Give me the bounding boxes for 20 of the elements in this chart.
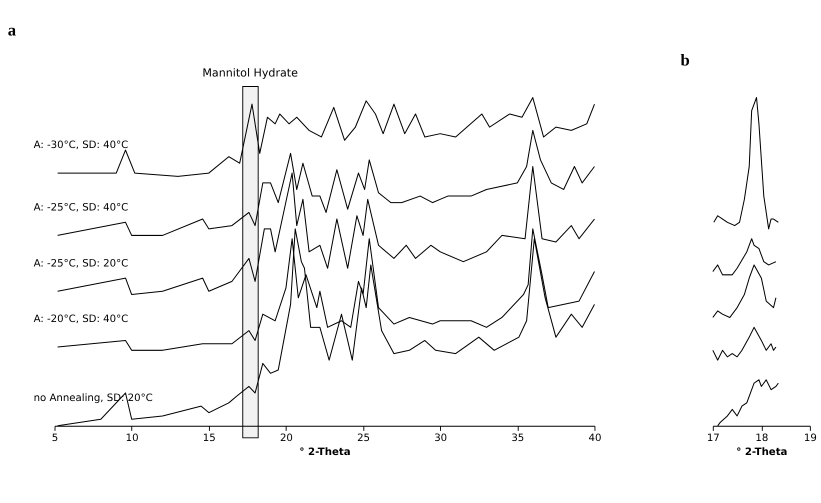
chart-title: b [680, 50, 690, 70]
x-tick-label: 20 [280, 433, 293, 444]
x-tick-label: 19 [804, 433, 817, 444]
x-tick-label: 10 [126, 433, 139, 444]
x-tick-label: 40 [588, 433, 602, 444]
x-tick-label: 35 [511, 433, 524, 444]
x-tick-label: 5 [52, 433, 58, 444]
x-tick-label: 30 [434, 433, 448, 444]
x-tick-label: 17 [706, 433, 720, 444]
chart-title: a [8, 20, 17, 40]
x-tick-label: 25 [357, 433, 370, 444]
band-label: Mannitol Hydrate [202, 66, 298, 80]
series-label: A: -25°C, SD: 20°C [34, 258, 128, 270]
x-tick-label: 15 [202, 433, 216, 444]
series-label: A: -25°C, SD: 40°C [34, 202, 128, 214]
series-label: A: -20°C, SD: 40°C [34, 314, 128, 326]
x-tick-label: 18 [755, 433, 768, 444]
x-axis-title: ° 2-Theta [736, 446, 788, 458]
x-axis-title: ° 2-Theta [299, 446, 351, 458]
series-label: A: -30°C, SD: 40°C [34, 140, 128, 152]
